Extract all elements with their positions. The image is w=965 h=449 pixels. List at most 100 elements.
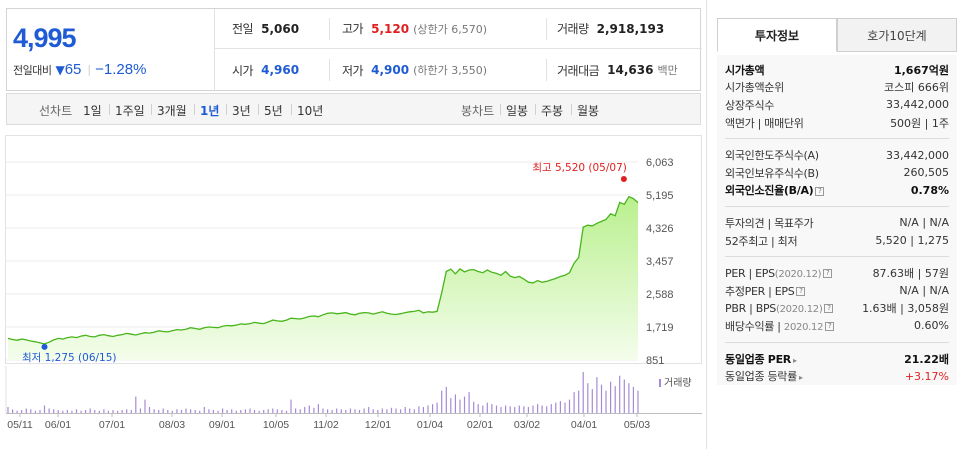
price-box: 4,995 전일대비 ▼ 65 | −1.28% [7, 9, 215, 90]
info-divider [725, 256, 949, 258]
line-chart-label: 선차트 [39, 104, 73, 118]
info-value: 260,505 [903, 166, 950, 180]
info-row: 외국인한도주식수(A) 33,442,000 [725, 146, 949, 164]
help-icon[interactable]: ? [815, 186, 825, 196]
help-icon[interactable]: ? [825, 322, 835, 332]
info-tabs: 투자정보 호가10단계 [717, 18, 957, 52]
x-tick-label: 03/02 [514, 419, 540, 431]
divider: | [87, 63, 92, 76]
info-key: PBR | BPS(2020.12)? [725, 302, 834, 315]
tab-period-3[interactable]: 1년 [200, 104, 220, 118]
info-divider [725, 138, 949, 140]
tab-divider [226, 104, 227, 115]
info-row: 동일업종 등락률 ▸ +3.17% [725, 367, 949, 385]
info-key-date: 2020.12 [783, 321, 824, 333]
change-value: 65 [64, 61, 82, 78]
quote-sub: 백만 [657, 64, 678, 77]
tab-candle-1[interactable]: 주봉 [541, 104, 564, 118]
info-row: PBR | BPS(2020.12)? 1.63배 | 3,058원 [725, 300, 949, 318]
tab-investment-info[interactable]: 투자정보 [717, 18, 837, 52]
quote-value: 5,060 [261, 21, 300, 36]
quote-sub: (상한가 6,570) [413, 22, 487, 36]
tab-order-book[interactable]: 호가10단계 [837, 18, 957, 52]
quote-label: 거래량 [557, 22, 589, 36]
x-tick-label: 12/01 [365, 419, 391, 431]
tab-period-4[interactable]: 3년 [232, 104, 251, 118]
tab-divider [109, 104, 110, 115]
info-row: 시가총액순위 코스피 666위 [725, 79, 949, 97]
info-value-text: 21.22배 [904, 352, 949, 366]
investment-info-table: 시가총액 1,667억원 시가총액순위 코스피 666위 상장주식수 33,442,000… [717, 55, 957, 385]
quote-value: 4,900 [371, 63, 410, 77]
help-icon[interactable]: ? [823, 269, 833, 279]
quote-label: 전일 [232, 22, 254, 36]
down-arrow-icon: ▼ [55, 62, 65, 77]
y-tick-label: 2,588 [646, 289, 674, 301]
min-marker [41, 343, 48, 350]
info-key-text: 시가총액 [725, 63, 765, 77]
y-tick-label: 851 [646, 355, 664, 367]
tab-divider [535, 104, 536, 115]
info-value: 0.78% [911, 184, 949, 197]
info-key: 액면가 | 매매단위 [725, 116, 804, 130]
quote-cell: 저가 4,900 (하한가 3,550) [329, 59, 546, 81]
quote-cell: 거래량 2,918,193 [546, 17, 702, 40]
info-row: 배당수익률 | 2020.12? 0.60% [725, 317, 949, 335]
x-tick-label: 07/01 [99, 419, 125, 431]
info-key-text: 외국인소진율(B/A) [725, 184, 814, 198]
volume-legend-swatch [659, 379, 661, 387]
max-label: 최고 5,520 (05/07) [532, 162, 627, 174]
x-tick-label: 09/01 [209, 419, 235, 431]
chart-frame [5, 135, 702, 364]
tab-candle-2[interactable]: 월봉 [577, 104, 600, 118]
info-value: N/A | N/A [899, 216, 949, 230]
tab-period-0[interactable]: 1일 [83, 104, 102, 118]
help-icon[interactable]: ? [824, 304, 834, 314]
x-tick-label: 01/04 [417, 419, 443, 431]
tab-divider [151, 104, 152, 115]
info-key-date: (2020.12) [774, 268, 822, 280]
info-row: 투자의견 | 목표주가 N/A | N/A [725, 214, 949, 232]
tab-divider [291, 104, 292, 115]
tab-divider [571, 104, 572, 115]
info-value-text: 0.78% [910, 183, 949, 197]
y-tick-label: 3,457 [646, 256, 674, 268]
price-chart: 6,063 5,195 4,326 3,457 2,588 1,719 851 최고 5,52… [5, 135, 702, 431]
price-line [7, 195, 639, 345]
info-row: 동일업종 PER ▸ 21.22배 [725, 350, 949, 368]
info-key: 배당수익률 | 2020.12? [725, 318, 835, 334]
info-key: 동일업종 등락률 ▸ [725, 370, 803, 384]
quote-cell: 전일 5,060 [215, 9, 329, 48]
min-label: 최저 1,275 (06/15) [22, 352, 117, 364]
x-tick-label: 08/03 [159, 419, 185, 431]
x-tick-label: 05/11 [7, 419, 33, 431]
change-percent: −1.28% [95, 61, 147, 78]
info-value: 21.22배 [904, 351, 949, 367]
info-key: 상장주식수 [725, 98, 775, 112]
quote-label: 고가 [342, 22, 364, 36]
tab-period-5[interactable]: 5년 [264, 104, 283, 118]
change-line: 전일대비 ▼ 65 | −1.28% [13, 61, 146, 78]
info-value: N/A | N/A [899, 284, 949, 298]
quote-value: 2,918,193 [596, 21, 665, 36]
info-key: 시가총액 [725, 62, 765, 78]
tab-period-6[interactable]: 10년 [297, 104, 324, 118]
caret-right-icon[interactable]: ▸ [798, 373, 803, 383]
info-key: 시가총액순위 [725, 81, 784, 95]
info-value: 33,442,000 [886, 148, 949, 162]
quote-sub: (하한가 3,550) [413, 64, 487, 77]
current-price: 4,995 [13, 23, 77, 53]
info-row: 상장주식수 33,442,000 [725, 96, 949, 114]
info-row: 액면가 | 매매단위 500원 | 1주 [725, 114, 949, 132]
info-row: 시가총액 1,667억원 [725, 61, 949, 79]
tab-candle-0[interactable]: 일봉 [506, 104, 529, 118]
help-icon[interactable]: ? [796, 287, 806, 297]
tab-period-1[interactable]: 1주일 [115, 104, 145, 118]
main-panel: 4,995 전일대비 ▼ 65 | −1.28% 전일 5,060 고가 5,120(… [5, 8, 702, 431]
tab-period-2[interactable]: 3개월 [157, 104, 187, 118]
info-key: 투자의견 | 목표주가 [725, 216, 814, 230]
info-panel: 투자정보 호가10단계 시가총액 1,667억원 시가총액순위 코스피 666위 상장주… [706, 0, 965, 449]
info-value: 87.63배 | 57원 [872, 267, 949, 281]
caret-right-icon[interactable]: ▸ [792, 355, 797, 365]
volume-label: 거래량 [664, 377, 692, 389]
